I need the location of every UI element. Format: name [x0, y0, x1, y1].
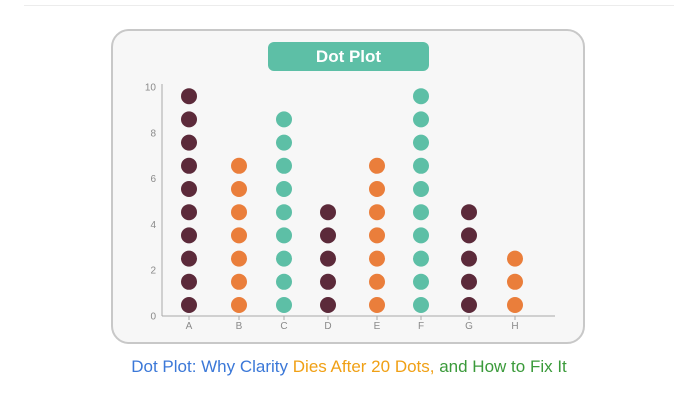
dot [320, 250, 336, 267]
caption-part-1: Dot Plot: Why Clarity [131, 357, 293, 376]
x-tick-label: A [186, 321, 193, 332]
dot [276, 111, 292, 128]
dot [461, 204, 477, 221]
x-tick-label: E [374, 321, 381, 332]
dot [181, 181, 197, 197]
dot [413, 134, 429, 151]
dot [276, 181, 292, 197]
dot [181, 273, 197, 290]
caption-part-2: Dies After 20 Dots, [292, 357, 435, 376]
dot [320, 273, 336, 290]
dot [413, 111, 429, 128]
dot [181, 297, 197, 313]
dot [369, 273, 385, 290]
dot [369, 297, 385, 313]
y-tick-label: 0 [150, 312, 156, 323]
dot [181, 111, 197, 128]
dot [276, 297, 292, 313]
dot [461, 273, 477, 290]
x-tick-label: G [465, 321, 473, 332]
x-tick-label: H [511, 321, 518, 332]
top-divider [24, 5, 674, 6]
dot [413, 227, 429, 244]
dot [461, 227, 477, 244]
dot [461, 297, 477, 313]
dot [507, 273, 523, 290]
dot [181, 157, 197, 174]
dot [413, 273, 429, 290]
dot [181, 250, 197, 267]
dot [231, 227, 247, 244]
y-tick-label: 10 [145, 83, 157, 94]
dot [369, 250, 385, 267]
dot [181, 134, 197, 151]
dot [413, 88, 429, 105]
dot [231, 297, 247, 313]
x-tick-label: D [324, 321, 331, 332]
y-tick-label: 6 [150, 174, 156, 185]
dot [413, 181, 429, 197]
y-tick-label: 4 [150, 220, 156, 231]
dot [369, 227, 385, 244]
axes: 0 2 4 6 8 10 A B C D E F G H [145, 83, 555, 332]
dot [276, 273, 292, 290]
dot [181, 204, 197, 221]
dot [231, 157, 247, 174]
dot [320, 204, 336, 221]
x-tick-label: B [236, 321, 243, 332]
dot [413, 204, 429, 221]
dots [181, 88, 523, 313]
dot [276, 204, 292, 221]
dot [413, 157, 429, 174]
dot [413, 250, 429, 267]
dot [413, 297, 429, 313]
dot [507, 250, 523, 267]
dot [276, 134, 292, 151]
dot [231, 181, 247, 197]
y-tick-label: 2 [150, 266, 156, 277]
dot [320, 297, 336, 313]
dot [507, 297, 523, 313]
y-tick-label: 8 [150, 128, 156, 139]
dot [231, 204, 247, 221]
dot [181, 88, 197, 105]
dot [369, 181, 385, 197]
dot [369, 204, 385, 221]
caption: Dot Plot: Why Clarity Dies After 20 Dots… [0, 357, 698, 377]
dot [276, 250, 292, 267]
x-tick-label: C [280, 321, 287, 332]
dot [276, 227, 292, 244]
dot [231, 273, 247, 290]
caption-part-3: and How to Fix It [434, 357, 567, 376]
dot [231, 250, 247, 267]
dot [181, 227, 197, 244]
dot [369, 157, 385, 174]
chart-title: Dot Plot [268, 42, 429, 71]
dot [276, 157, 292, 174]
x-tick-label: F [418, 321, 424, 332]
dot [461, 250, 477, 267]
dot [320, 227, 336, 244]
